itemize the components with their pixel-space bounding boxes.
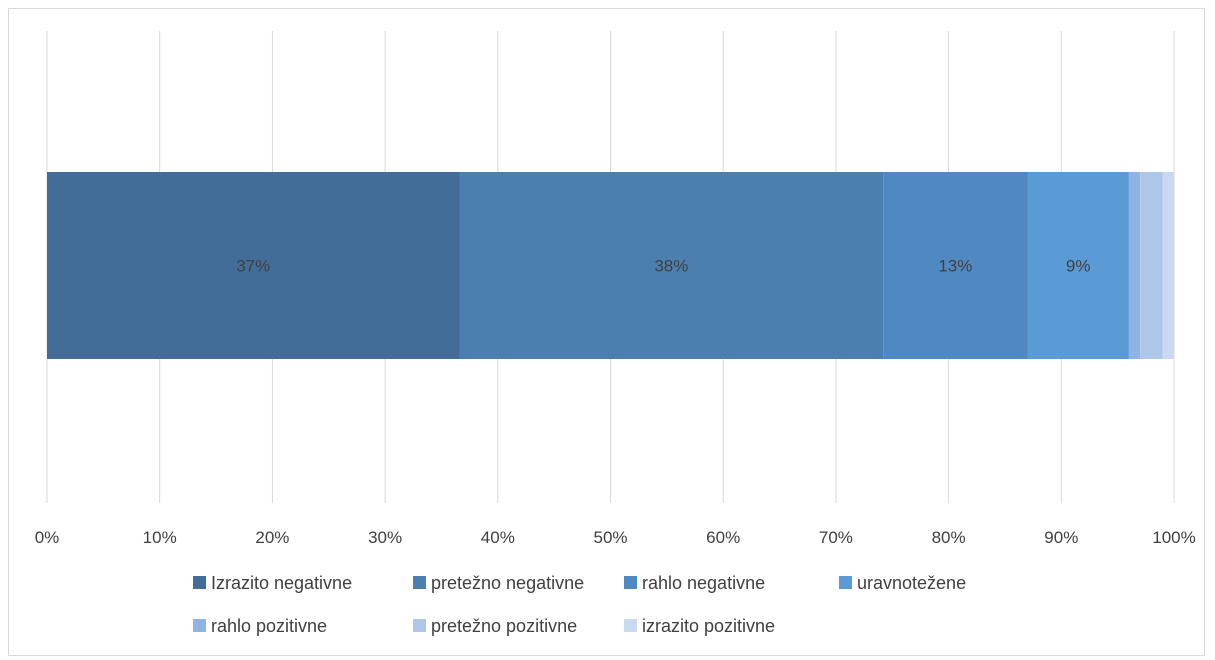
bar-segments xyxy=(47,172,1174,359)
bar-segment xyxy=(1128,172,1141,359)
legend-label: izrazito pozitivne xyxy=(642,616,775,636)
x-tick-label: 100% xyxy=(1152,528,1195,547)
data-label: 13% xyxy=(938,257,972,276)
bar-segment xyxy=(1027,172,1129,359)
legend-label: rahlo negativne xyxy=(642,573,765,593)
x-tick-label: 20% xyxy=(255,528,289,547)
legend-swatch xyxy=(624,576,637,589)
x-tick-label: 30% xyxy=(368,528,402,547)
data-labels: 37% 38% 13% 9% xyxy=(236,257,1090,276)
legend-swatch xyxy=(413,576,426,589)
x-tick-label: 80% xyxy=(932,528,966,547)
x-tick-label: 70% xyxy=(819,528,853,547)
x-tick-label: 60% xyxy=(706,528,740,547)
legend-swatch xyxy=(839,576,852,589)
bar-segment xyxy=(1162,172,1174,359)
legend-swatch xyxy=(193,576,206,589)
bar-segment xyxy=(883,172,1028,359)
stacked-bar-chart: 37% 38% 13% 9% 0% 10% 20% 30% 40% 50% 60% 70% 80% 90… xyxy=(35,31,1196,636)
legend-label: pretežno pozitivne xyxy=(431,616,577,636)
data-label: 37% xyxy=(236,257,270,276)
x-tick-label: 40% xyxy=(481,528,515,547)
x-tick-label: 0% xyxy=(35,528,60,547)
x-tick-label: 10% xyxy=(143,528,177,547)
legend-label: uravnotežene xyxy=(857,573,966,593)
legend-label: Izrazito negativne xyxy=(211,573,352,593)
chart-frame: 37% 38% 13% 9% 0% 10% 20% 30% 40% 50% 60% 70% 80% 90… xyxy=(8,8,1205,656)
x-tick-label: 90% xyxy=(1044,528,1078,547)
data-label: 9% xyxy=(1066,257,1091,276)
bar-segment xyxy=(47,172,460,359)
data-label: 38% xyxy=(654,257,688,276)
legend: Izrazito negativne pretežno negativne rahl… xyxy=(193,573,966,636)
legend-label: rahlo pozitivne xyxy=(211,616,327,636)
legend-label: pretežno negativne xyxy=(431,573,584,593)
x-axis-ticks: 0% 10% 20% 30% 40% 50% 60% 70% 80% 90% 100% xyxy=(35,528,1196,547)
x-tick-label: 50% xyxy=(593,528,627,547)
legend-swatch xyxy=(193,619,206,632)
bar-segment xyxy=(459,172,884,359)
bar-segment xyxy=(1140,172,1163,359)
legend-swatch xyxy=(413,619,426,632)
legend-swatch xyxy=(624,619,637,632)
